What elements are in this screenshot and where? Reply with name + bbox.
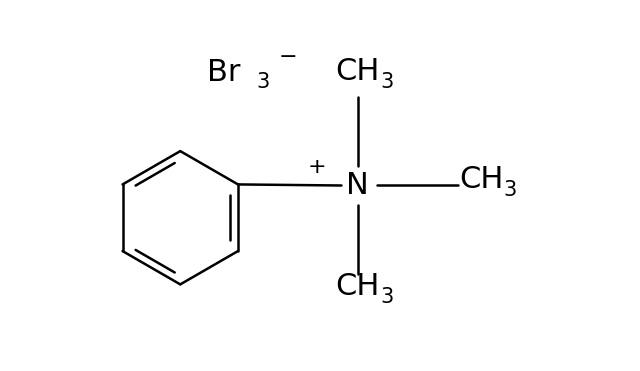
Text: 3: 3 xyxy=(380,72,393,92)
Text: 3: 3 xyxy=(257,72,269,92)
Text: CH: CH xyxy=(335,272,380,301)
Text: CH: CH xyxy=(335,57,380,86)
Text: CH: CH xyxy=(459,165,504,194)
Text: Br: Br xyxy=(207,58,240,87)
Text: 3: 3 xyxy=(504,180,517,200)
Text: +: + xyxy=(307,157,326,177)
Text: −: − xyxy=(278,46,297,66)
Text: N: N xyxy=(346,171,369,200)
Text: 3: 3 xyxy=(380,287,393,307)
